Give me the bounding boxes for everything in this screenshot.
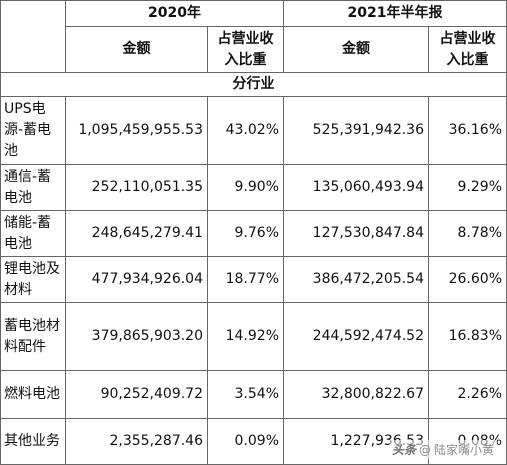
row-label: 通信-蓄电池 bbox=[0, 164, 66, 211]
watermark-brand: 头条 bbox=[391, 443, 416, 457]
amount-2020: 248,645,279.41 bbox=[65, 210, 208, 257]
ratio-2021: 36.16% bbox=[428, 96, 507, 165]
blank-header-cell bbox=[0, 0, 66, 73]
amount-2021: 244,592,474.52 bbox=[283, 302, 429, 371]
amount-2020: 90,252,409.72 bbox=[65, 370, 208, 419]
table-row: 储能-蓄电池 248,645,279.41 9.76% 127,530,847.… bbox=[0, 210, 507, 257]
row-label: 储能-蓄电池 bbox=[0, 210, 66, 257]
amount-2021: 127,530,847.84 bbox=[283, 210, 429, 257]
year-2021-header: 2021年半年报 bbox=[283, 0, 507, 27]
row-label: 蓄电池材料配件 bbox=[0, 302, 66, 371]
watermark-handle: 陆家嘴小黄 bbox=[433, 443, 494, 457]
ratio-2020: 9.90% bbox=[207, 164, 284, 211]
ratio-2021-header: 占营业收入比重 bbox=[428, 26, 507, 73]
amount-2021-header: 金额 bbox=[283, 26, 429, 73]
row-label: 燃料电池 bbox=[0, 370, 66, 419]
ratio-2020: 9.76% bbox=[207, 210, 284, 257]
row-label: 其他业务 bbox=[0, 418, 66, 465]
table-row: 通信-蓄电池 252,110,051.35 9.90% 135,060,493.… bbox=[0, 164, 507, 211]
ratio-2020: 0.09% bbox=[207, 418, 284, 465]
row-label: UPS电源-蓄电池 bbox=[0, 96, 66, 165]
ratio-2020-header: 占营业收入比重 bbox=[207, 26, 284, 73]
ratio-2021: 9.29% bbox=[428, 164, 507, 211]
section-title: 分行业 bbox=[0, 72, 507, 97]
row-label: 锂电池及材料 bbox=[0, 256, 66, 303]
ratio-2021: 8.78% bbox=[428, 210, 507, 257]
ratio-2021: 2.26% bbox=[428, 370, 507, 419]
ratio-2021: 26.60% bbox=[428, 256, 507, 303]
table-row: UPS电源-蓄电池 1,095,459,955.53 43.02% 525,39… bbox=[0, 96, 507, 165]
ratio-2020: 43.02% bbox=[207, 96, 284, 165]
amount-2020: 1,095,459,955.53 bbox=[65, 96, 208, 165]
ratio-2020: 3.54% bbox=[207, 370, 284, 419]
year-2020-header: 2020年 bbox=[65, 0, 284, 27]
ratio-2020: 14.92% bbox=[207, 302, 284, 371]
table-row: 锂电池及材料 477,934,926.04 18.77% 386,472,205… bbox=[0, 256, 507, 303]
amount-2020: 252,110,051.35 bbox=[65, 164, 208, 211]
ratio-2020: 18.77% bbox=[207, 256, 284, 303]
amount-2020: 379,865,903.20 bbox=[65, 302, 208, 371]
table-row: 蓄电池材料配件 379,865,903.20 14.92% 244,592,47… bbox=[0, 302, 507, 371]
amount-2020: 477,934,926.04 bbox=[65, 256, 208, 303]
table-row: 燃料电池 90,252,409.72 3.54% 32,800,822.67 2… bbox=[0, 370, 507, 419]
amount-2020-header: 金额 bbox=[65, 26, 208, 73]
amount-2021: 386,472,205.54 bbox=[283, 256, 429, 303]
amount-2020: 2,355,287.46 bbox=[65, 418, 208, 465]
ratio-2021: 16.83% bbox=[428, 302, 507, 371]
at-icon: @ bbox=[418, 442, 431, 457]
watermark: 头条 @ 陆家嘴小黄 bbox=[388, 440, 497, 459]
amount-2021: 135,060,493.94 bbox=[283, 164, 429, 211]
amount-2021: 32,800,822.67 bbox=[283, 370, 429, 419]
amount-2021: 525,391,942.36 bbox=[283, 96, 429, 165]
